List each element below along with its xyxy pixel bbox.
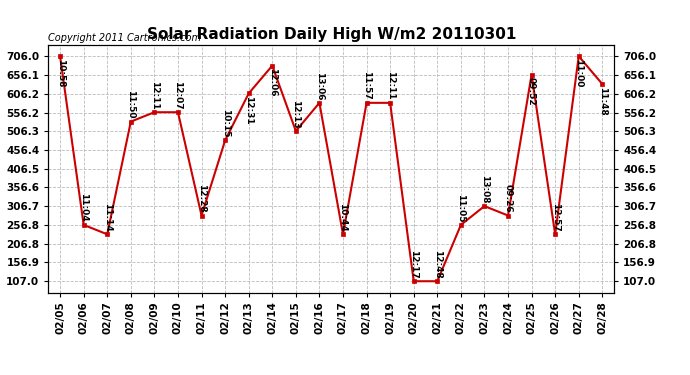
Text: 13:08: 13:08 [480, 175, 489, 203]
Text: 12:13: 12:13 [291, 100, 300, 128]
Text: 10:15: 10:15 [221, 109, 230, 138]
Text: 11:48: 11:48 [598, 87, 607, 116]
Text: 12:48: 12:48 [433, 250, 442, 279]
Text: 12:17: 12:17 [409, 250, 418, 279]
Text: 12:57: 12:57 [551, 203, 560, 231]
Text: 12:11: 12:11 [386, 71, 395, 100]
Text: 13:06: 13:06 [315, 72, 324, 100]
Text: 12:06: 12:06 [268, 68, 277, 97]
Text: 09:52: 09:52 [527, 78, 536, 106]
Text: 11:00: 11:00 [574, 59, 583, 87]
Text: 10:44: 10:44 [339, 203, 348, 231]
Text: 12:28: 12:28 [197, 184, 206, 213]
Title: Solar Radiation Daily High W/m2 20110301: Solar Radiation Daily High W/m2 20110301 [146, 27, 516, 42]
Text: 11:05: 11:05 [456, 194, 465, 222]
Text: 11:14: 11:14 [103, 203, 112, 231]
Text: 11:57: 11:57 [362, 71, 371, 100]
Text: 11:04: 11:04 [79, 194, 88, 222]
Text: 09:26: 09:26 [504, 184, 513, 213]
Text: 12:11: 12:11 [150, 81, 159, 110]
Text: 12:31: 12:31 [244, 96, 253, 125]
Text: 12:07: 12:07 [173, 81, 182, 110]
Text: 10:58: 10:58 [56, 59, 65, 87]
Text: Copyright 2011 Cartronics.com: Copyright 2011 Cartronics.com [48, 33, 201, 42]
Text: 11:50: 11:50 [126, 90, 135, 119]
